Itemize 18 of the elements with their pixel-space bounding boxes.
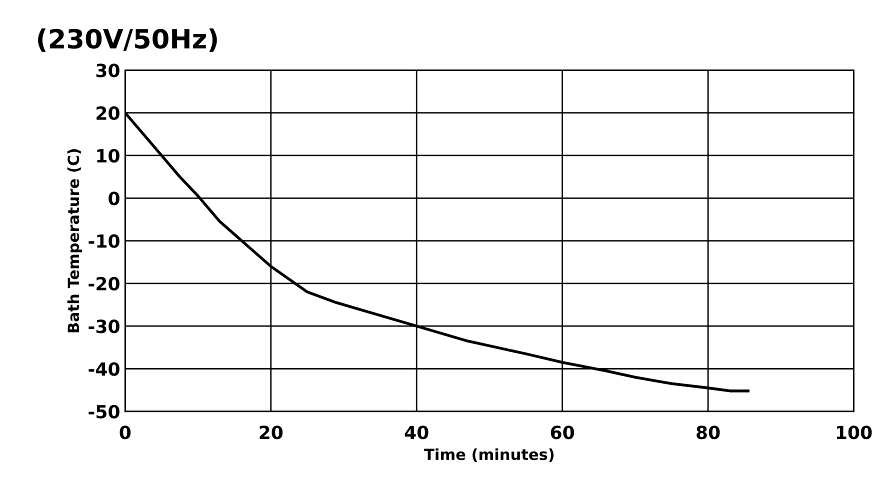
y-axis-title: Bath Temperature (C) [67, 149, 82, 332]
x-tick-label: 60 [550, 426, 574, 440]
y-tick-label: -40 [88, 362, 120, 376]
chart-title: (230V/50Hz) [38, 28, 217, 52]
x-axis-title: Time (minutes) [424, 448, 554, 462]
y-tick-label: 10 [97, 148, 120, 163]
y-tick-label: 20 [96, 106, 120, 120]
x-tick-label: 100 [836, 426, 872, 440]
x-tick-label: 80 [696, 426, 720, 440]
x-tick-label: 20 [260, 426, 283, 440]
y-tick-label: -50 [88, 404, 120, 419]
y-tick-label: -30 [88, 320, 120, 334]
x-tick-label: 40 [404, 426, 428, 440]
y-tick-label: -20 [88, 276, 120, 291]
x-tick-label: 0 [120, 426, 131, 440]
y-tick-label: 0 [108, 192, 120, 206]
y-tick-label: 30 [96, 64, 120, 78]
y-tick-label: -10 [88, 234, 120, 248]
